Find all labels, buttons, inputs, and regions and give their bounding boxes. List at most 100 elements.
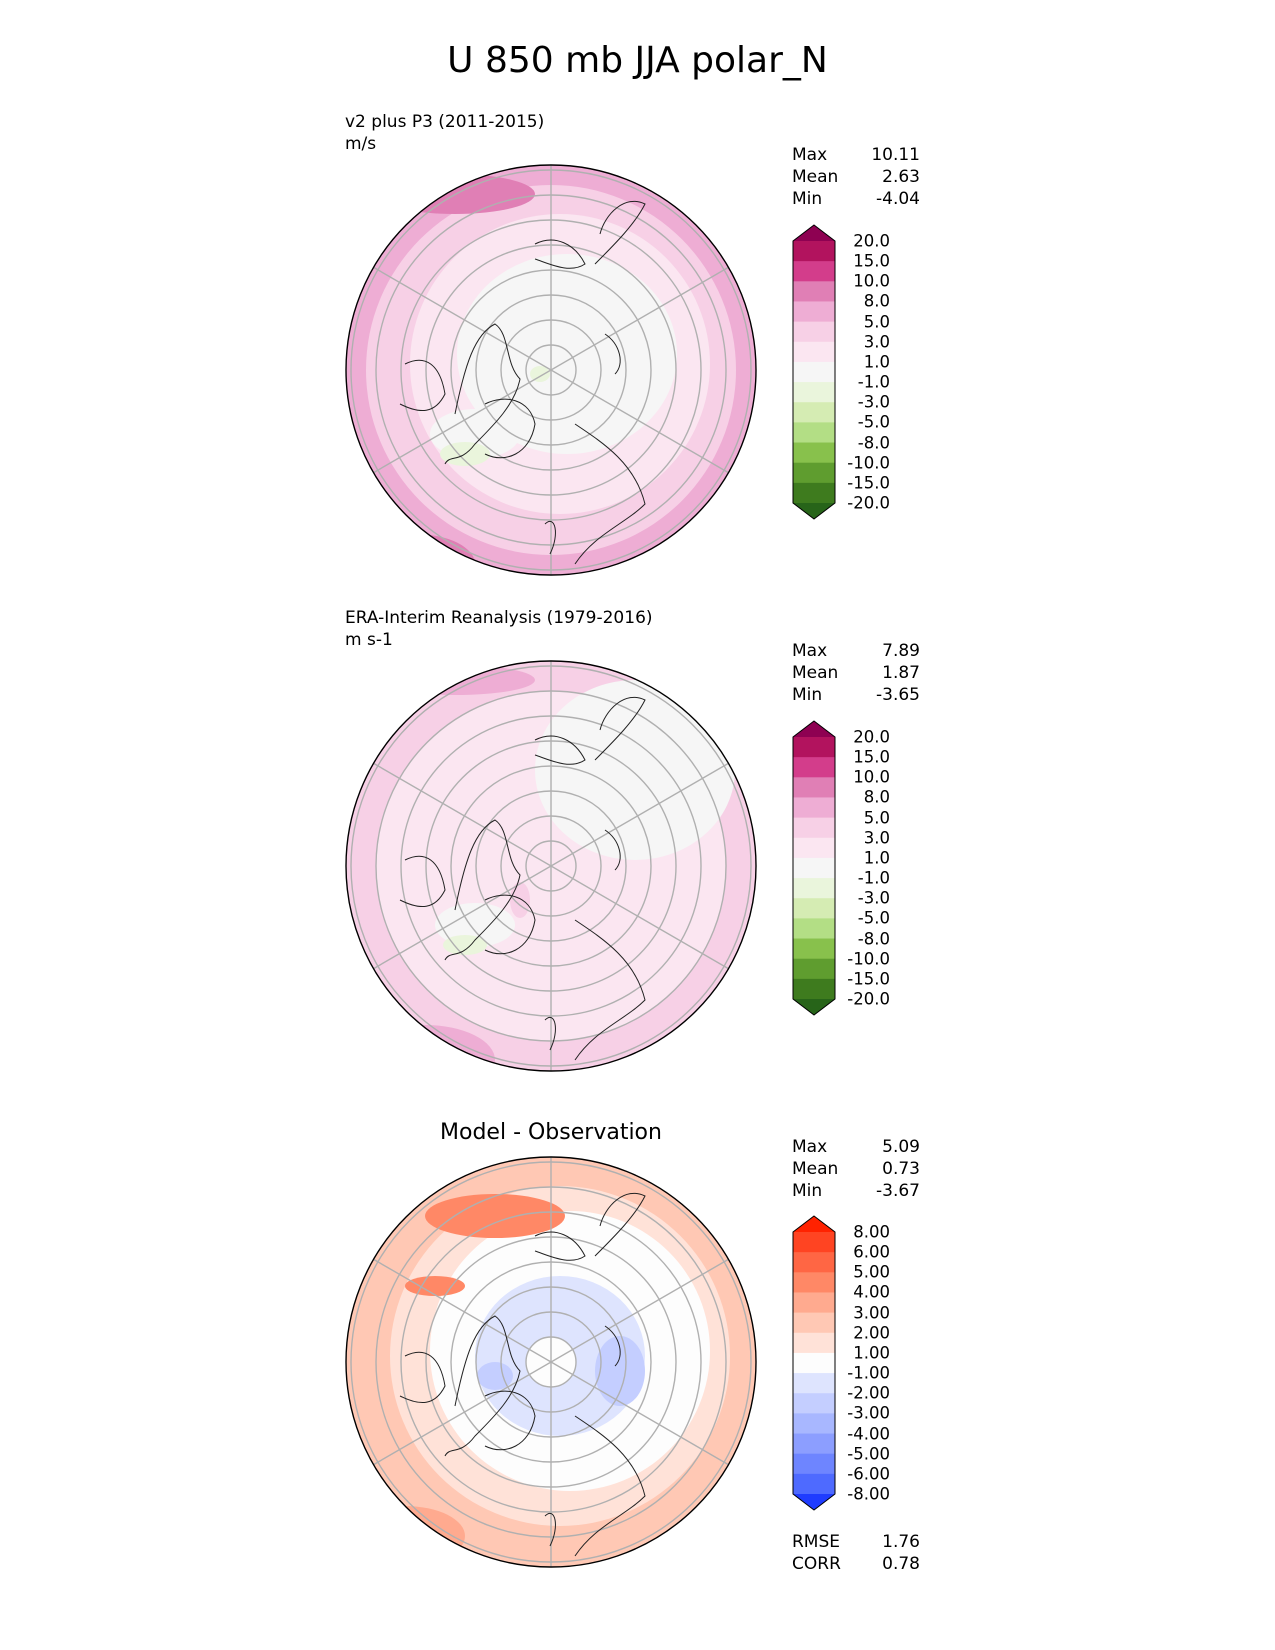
colorbar-segment <box>793 898 835 919</box>
panel-1-field-core <box>457 254 677 454</box>
panel-2-title: ERA-Interim Reanalysis (1979-2016) <box>345 608 653 628</box>
colorbar-tick-label: 20.0 <box>853 231 890 251</box>
colorbar-tick-label: 3.0 <box>863 828 890 848</box>
colorbar-segment <box>793 797 835 819</box>
colorbar-segment <box>793 777 835 798</box>
colorbar-segment <box>793 1272 835 1293</box>
figure-title: U 850 mb JJA polar_N <box>447 40 828 81</box>
colorbar-segment <box>793 837 835 859</box>
panel-1-coastlines <box>399 200 646 565</box>
colorbar-tick-label: 2.00 <box>853 1323 890 1343</box>
colorbar-tick-label: -15.0 <box>847 473 890 493</box>
colorbar-tick-label: 20.0 <box>853 727 890 747</box>
panel-2-stats: Max 7.89 Mean 1.87 Min -3.65 <box>792 640 920 706</box>
colorbar-tick-label: 10.0 <box>853 271 890 291</box>
colorbar-tick-label: -5.0 <box>857 908 890 928</box>
panel-2-field-patch <box>355 1025 495 1071</box>
colorbar-tick-label: -8.0 <box>857 929 890 949</box>
colorbar-tick-label: 10.0 <box>853 767 890 787</box>
panel-2-field-patch <box>443 935 487 955</box>
colorbar-tick-label: -1.00 <box>847 1363 890 1383</box>
panel-3-colorbar <box>792 1215 836 1511</box>
colorbar-outline <box>792 720 836 1016</box>
panel-1-colorbar-labels: 20.0 15.0 10.0 8.0 5.0 3.0 1.0 -1.0 -3.0 -5.0 -8.0… <box>838 224 890 520</box>
panel-3-gridlines <box>350 1157 752 1567</box>
panel-1-map-border <box>345 164 757 576</box>
colorbar-tick-label: -5.00 <box>847 1444 890 1464</box>
stat-min-value: -3.67 <box>876 1181 920 1201</box>
colorbar-segment <box>793 958 835 980</box>
colorbar-extend-min <box>793 1494 835 1510</box>
colorbar-segment <box>793 817 835 839</box>
colorbar-tick-label: -10.0 <box>847 453 890 473</box>
panel-2-map-border <box>345 660 757 1072</box>
colorbar-segment <box>793 1393 835 1414</box>
colorbar-segment <box>793 857 835 879</box>
colorbar-tick-label: -8.00 <box>847 1484 890 1504</box>
panel-1-title: v2 plus P3 (2011-2015) <box>345 112 545 132</box>
colorbar-segment <box>793 1373 835 1394</box>
colorbar-extend-max <box>793 721 835 737</box>
stat-label: Mean <box>792 167 839 187</box>
colorbar-segment <box>793 301 835 323</box>
panel-3-field-patch <box>346 1506 465 1566</box>
colorbar-segment <box>793 442 835 464</box>
stat-mean-value: 2.63 <box>882 167 920 187</box>
colorbar-segment <box>793 1453 835 1475</box>
stat-min-value: -3.65 <box>876 685 920 705</box>
panel-3-map-border <box>345 1156 757 1568</box>
colorbar-segment <box>793 462 835 484</box>
panel-3-field-patch <box>477 1362 513 1390</box>
stat-label: Mean <box>792 663 839 683</box>
panel-2-map <box>345 660 757 1072</box>
panel-3-field-patch <box>425 1194 565 1238</box>
colorbar-extend-min <box>793 999 835 1015</box>
colorbar-segment <box>793 422 835 444</box>
metric-label: CORR <box>792 1554 841 1574</box>
colorbar-segment <box>793 321 835 343</box>
colorbar-outline <box>792 1215 836 1511</box>
panel-3-field-patch <box>595 1336 645 1406</box>
colorbar-tick-label: 15.0 <box>853 251 890 271</box>
panel-2-field-patch <box>435 903 515 947</box>
colorbar-tick-label: 8.00 <box>853 1222 890 1242</box>
panel-2-gridlines <box>350 661 752 1071</box>
panel-1-units: m/s <box>345 134 377 154</box>
colorbar-tick-label: -6.00 <box>847 1464 890 1484</box>
stat-max-value: 5.09 <box>882 1137 920 1157</box>
stat-label: Max <box>792 1137 828 1157</box>
colorbar-tick-label: -20.0 <box>847 493 890 513</box>
panel-2-colorbar-labels: 20.0 15.0 10.0 8.0 5.0 3.0 1.0 -1.0 -3.0 -5.0 -8.0… <box>838 720 890 1016</box>
colorbar-tick-label: 15.0 <box>853 747 890 767</box>
colorbar-segment <box>793 737 835 758</box>
colorbar-segment <box>793 341 835 363</box>
colorbar-segment <box>793 261 835 282</box>
colorbar-tick-label: -3.0 <box>857 392 890 412</box>
colorbar-segment <box>793 1252 835 1273</box>
panel-1-colorbar <box>792 224 836 520</box>
colorbar-tick-label: -20.0 <box>847 989 890 1009</box>
colorbar-tick-label: 3.0 <box>863 332 890 352</box>
colorbar-tick-label: 8.0 <box>863 291 890 311</box>
colorbar-tick-label: 8.0 <box>863 787 890 807</box>
stat-label: Mean <box>792 1159 839 1179</box>
colorbar-segment <box>793 1292 835 1314</box>
panel-3-map <box>345 1156 757 1568</box>
colorbar-segment <box>793 1332 835 1354</box>
colorbar-tick-label: 5.00 <box>853 1262 890 1282</box>
panel-1-field-patch <box>530 366 550 382</box>
corr-value: 0.78 <box>882 1554 920 1574</box>
colorbar-segment <box>793 1433 835 1455</box>
colorbar-tick-label: 5.0 <box>863 808 890 828</box>
colorbar-segment <box>793 978 835 1000</box>
colorbar-segment <box>793 1413 835 1435</box>
colorbar-segment <box>793 1473 835 1495</box>
panel-3-field-patch <box>405 1276 465 1296</box>
colorbar-tick-label: -1.0 <box>857 372 890 392</box>
colorbar-segment <box>793 938 835 960</box>
panel-1-gridlines <box>350 165 752 575</box>
panel-1-map <box>345 164 757 576</box>
stat-mean-value: 1.87 <box>882 663 920 683</box>
colorbar-tick-label: -15.0 <box>847 969 890 989</box>
colorbar-tick-label: -10.0 <box>847 949 890 969</box>
